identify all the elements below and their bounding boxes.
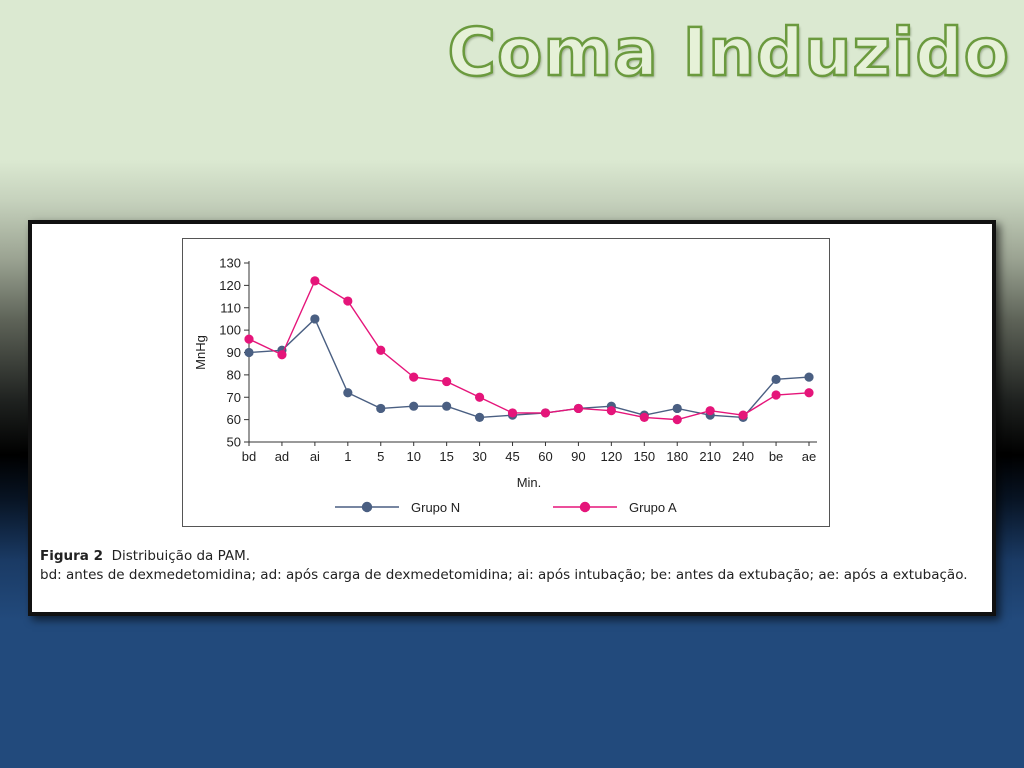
legend-label: Grupo A	[629, 500, 677, 515]
figure-note: bd: antes de dexmedetomidina; ad: após c…	[40, 567, 968, 583]
x-tick-label: 180	[666, 449, 688, 464]
y-tick-label: 50	[227, 435, 241, 450]
data-point	[244, 334, 254, 344]
data-point	[277, 350, 287, 360]
x-tick-label: be	[769, 449, 783, 464]
y-tick-label: 110	[220, 300, 241, 315]
data-point	[376, 345, 386, 355]
y-tick-label: 100	[219, 323, 241, 338]
data-point	[310, 314, 320, 324]
series-grupo-a	[244, 276, 814, 425]
series-grupo-n	[244, 314, 814, 422]
data-point	[705, 406, 715, 416]
x-tick-label: 120	[601, 449, 623, 464]
legend-layer: Grupo N Grupo A	[335, 500, 677, 515]
series-line	[248, 317, 810, 419]
data-point	[540, 408, 551, 418]
legend-item: Grupo A	[553, 500, 677, 515]
x-tick-label: 150	[633, 449, 655, 464]
data-point	[343, 296, 353, 306]
legend-label: Grupo N	[411, 500, 460, 515]
data-point	[409, 372, 419, 382]
x-tick-label: 1	[344, 449, 351, 464]
x-tick-label: 5	[377, 449, 384, 464]
data-point	[606, 406, 616, 416]
data-point	[442, 376, 452, 387]
x-tick-label: 240	[732, 449, 754, 464]
data-point	[804, 372, 814, 382]
data-point	[244, 347, 254, 358]
x-tick-label: bd	[242, 449, 256, 464]
legend-marker	[361, 501, 373, 513]
x-tick-label: ad	[275, 449, 289, 464]
y-tick-label: 130	[219, 256, 241, 271]
x-tick-label: 45	[505, 449, 519, 464]
y-tick-label: 60	[227, 412, 241, 427]
data-point	[310, 276, 320, 286]
x-tick-label: 30	[472, 449, 486, 464]
legend-marker	[579, 501, 591, 513]
data-point	[343, 388, 353, 398]
x-tick-label: 15	[439, 449, 453, 464]
data-point	[639, 412, 649, 422]
slide-title: Coma Induzido	[446, 13, 1010, 93]
data-point	[672, 415, 682, 425]
figure-title: Distribuição da PAM.	[111, 548, 251, 564]
x-tick-label: 10	[406, 449, 420, 464]
data-point	[771, 374, 781, 384]
x-tick-label: 210	[699, 449, 721, 464]
y-tick-label: 70	[227, 390, 241, 405]
x-axis-label: Min.	[517, 475, 542, 490]
data-point	[672, 403, 682, 414]
series-layer	[244, 276, 814, 425]
x-tick-label: 90	[571, 449, 585, 464]
data-point	[409, 401, 419, 411]
figure-panel: 50 60 70 80 90 100 110 120 130 bd ad ai 1 5 10 15 30 45 60…	[28, 220, 996, 616]
data-point	[376, 403, 386, 414]
data-point	[738, 410, 748, 420]
y-tick-label: 80	[227, 367, 241, 382]
data-point	[573, 403, 584, 414]
figure-caption: Figura 2 Distribuição da PAM. bd: antes …	[40, 547, 984, 585]
x-tick-label: 60	[538, 449, 552, 464]
figure-label: Figura 2	[40, 548, 103, 564]
data-point	[804, 388, 814, 398]
x-tick-label: ai	[310, 449, 320, 464]
chart-frame: 50 60 70 80 90 100 110 120 130 bd ad ai 1 5 10 15 30 45 60…	[182, 238, 830, 527]
series-line	[248, 279, 810, 421]
data-point	[507, 408, 518, 418]
y-tick-label: 120	[219, 278, 241, 293]
data-point	[474, 412, 485, 422]
data-point	[771, 390, 781, 400]
data-point	[442, 401, 452, 411]
legend-item: Grupo N	[335, 500, 460, 515]
caption-title-line: Figura 2 Distribuição da PAM.	[40, 547, 984, 566]
data-point	[474, 392, 485, 402]
y-tick-label: 90	[227, 345, 241, 360]
x-tick-label: ae	[802, 449, 816, 464]
y-axis-label: MnHg	[193, 335, 208, 370]
